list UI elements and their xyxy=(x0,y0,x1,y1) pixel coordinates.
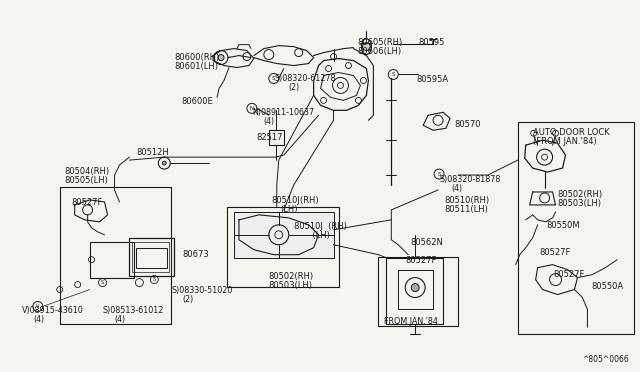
Text: FROM JAN.'84: FROM JAN.'84 xyxy=(384,317,438,326)
Text: S)08330-51020: S)08330-51020 xyxy=(172,286,232,295)
Text: 80512H: 80512H xyxy=(136,148,169,157)
Text: 80527F: 80527F xyxy=(540,248,571,257)
Bar xyxy=(378,257,458,326)
Text: S)08320-61278: S)08320-61278 xyxy=(275,74,336,83)
Text: 80502(RH): 80502(RH) xyxy=(269,272,314,280)
Circle shape xyxy=(218,55,224,61)
Bar xyxy=(90,242,134,278)
Text: 80527F: 80527F xyxy=(72,198,103,207)
Text: 80600E: 80600E xyxy=(181,97,213,106)
Text: 80510J  (RH): 80510J (RH) xyxy=(294,222,347,231)
Text: S)08513-61012: S)08513-61012 xyxy=(102,307,164,315)
Bar xyxy=(518,122,634,334)
Text: 80601(LH): 80601(LH) xyxy=(174,61,218,71)
Circle shape xyxy=(411,283,419,292)
Bar xyxy=(269,130,284,145)
Text: 80595A: 80595A xyxy=(416,76,448,84)
Text: 80570: 80570 xyxy=(454,120,481,129)
Bar xyxy=(129,238,174,276)
Text: 80503(LH): 80503(LH) xyxy=(557,199,602,208)
Text: N: N xyxy=(250,106,254,111)
Bar xyxy=(227,207,339,286)
Text: (LH): (LH) xyxy=(280,205,297,214)
Text: S: S xyxy=(392,72,395,77)
Circle shape xyxy=(362,43,371,51)
Text: 80550M: 80550M xyxy=(547,221,580,230)
Text: (FROM JAN.'84): (FROM JAN.'84) xyxy=(532,137,596,146)
Text: 80527F: 80527F xyxy=(554,270,585,279)
Text: 80562N: 80562N xyxy=(410,238,443,247)
Text: 80511(LH): 80511(LH) xyxy=(444,205,488,214)
Text: V: V xyxy=(36,304,40,309)
Text: 80605(RH): 80605(RH) xyxy=(357,38,403,46)
Text: S)08320-81878: S)08320-81878 xyxy=(439,175,500,184)
Text: 80510(RH): 80510(RH) xyxy=(444,196,489,205)
Text: N)08911-10637: N)08911-10637 xyxy=(252,108,314,117)
Text: 80505(LH): 80505(LH) xyxy=(65,176,109,185)
Circle shape xyxy=(163,161,166,165)
Text: 80527F: 80527F xyxy=(405,256,436,265)
Bar xyxy=(234,212,333,258)
Text: V)08915-43610: V)08915-43610 xyxy=(22,307,84,315)
Text: ^805^0066: ^805^0066 xyxy=(582,355,629,364)
Text: S: S xyxy=(272,76,276,81)
Text: (2): (2) xyxy=(182,295,193,304)
Bar xyxy=(387,258,443,324)
Text: AUTO DOOR LOCK: AUTO DOOR LOCK xyxy=(532,128,609,137)
Text: (4): (4) xyxy=(115,315,125,324)
Text: 80550A: 80550A xyxy=(591,282,623,291)
Text: (LH): (LH) xyxy=(294,231,330,240)
Bar xyxy=(60,187,172,324)
Text: (4): (4) xyxy=(264,117,275,126)
Text: 82517: 82517 xyxy=(257,133,284,142)
Bar xyxy=(136,248,167,267)
Text: 80600(RH): 80600(RH) xyxy=(174,52,220,62)
Text: 80510J(RH): 80510J(RH) xyxy=(272,196,319,205)
Text: 80606(LH): 80606(LH) xyxy=(357,46,401,55)
Text: S: S xyxy=(153,277,156,282)
Text: (4): (4) xyxy=(34,315,45,324)
Text: (2): (2) xyxy=(289,83,300,93)
Text: (4): (4) xyxy=(451,184,462,193)
Text: 80503(LH): 80503(LH) xyxy=(269,280,313,289)
Text: S: S xyxy=(437,171,441,177)
Text: 80595: 80595 xyxy=(418,38,445,46)
Text: 80673: 80673 xyxy=(182,250,209,259)
Text: 80502(RH): 80502(RH) xyxy=(557,190,603,199)
Text: 80504(RH): 80504(RH) xyxy=(65,167,110,176)
Text: S: S xyxy=(101,280,104,285)
